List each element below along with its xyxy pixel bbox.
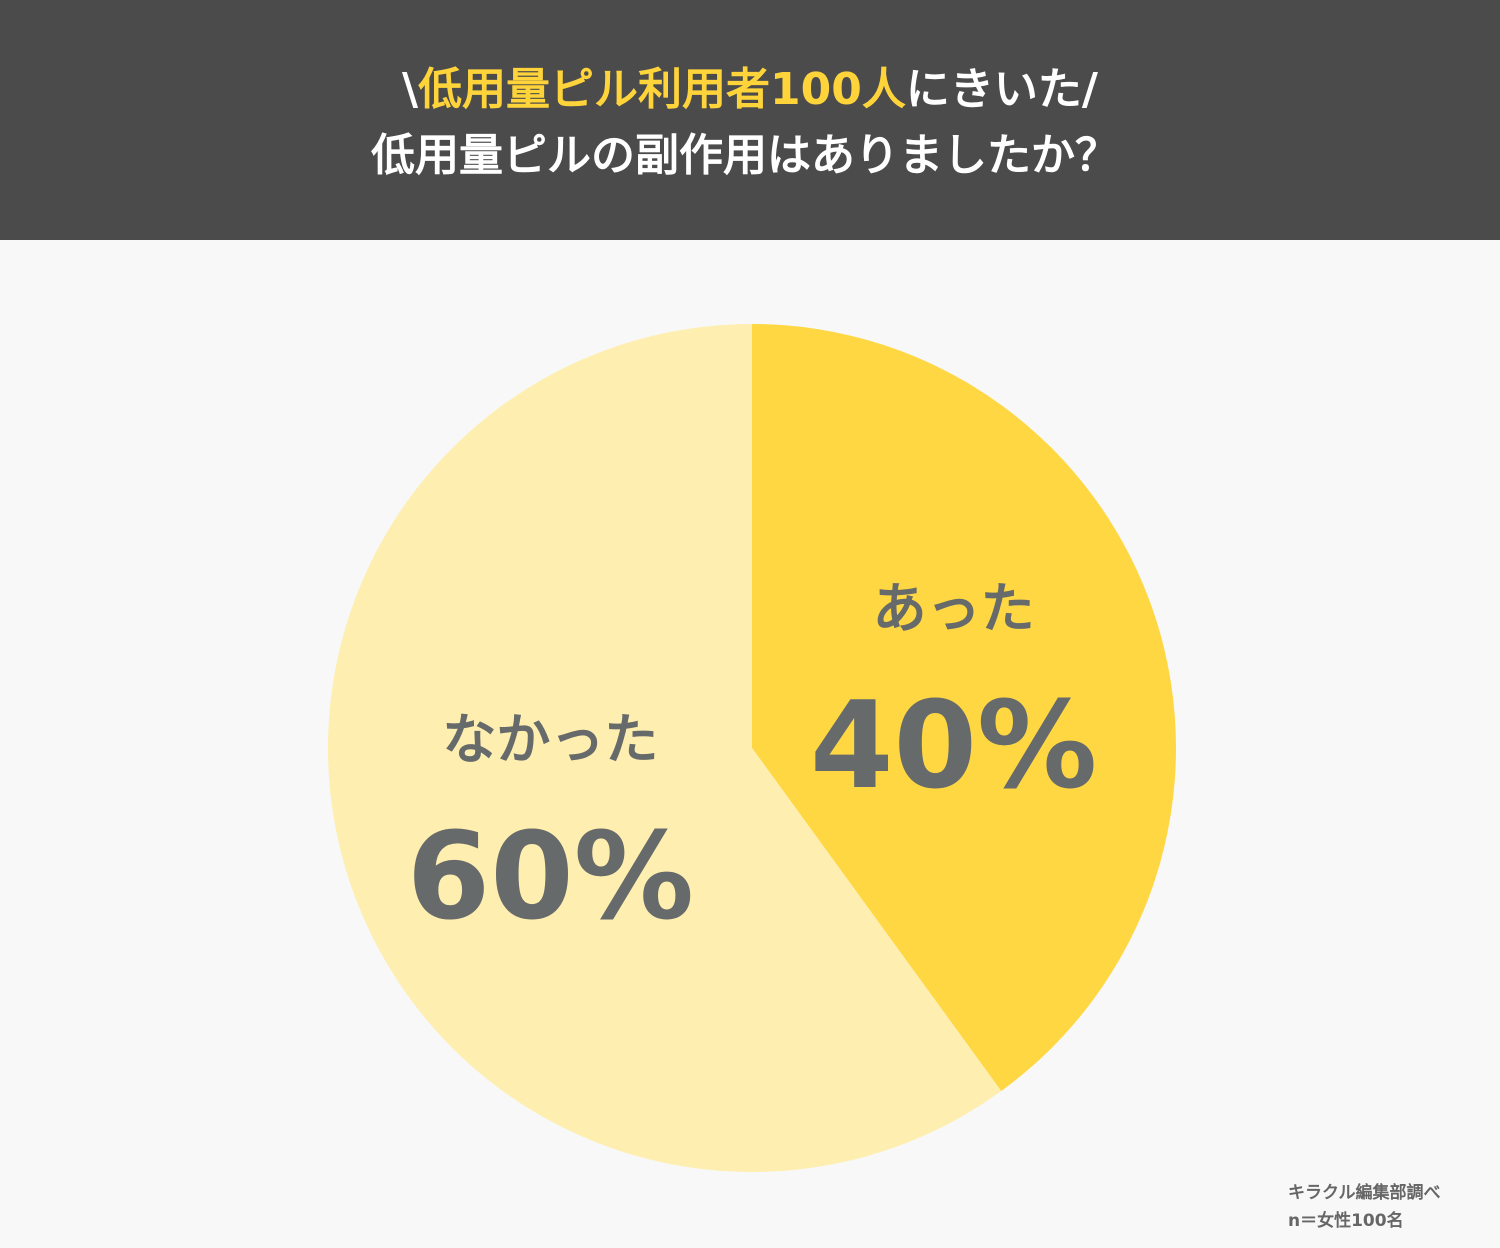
title-part: 低用量ピル利用者100人 [418,64,906,115]
title-part: \ [402,64,419,115]
title-part: にきいた/ [906,64,1099,115]
slice-label: なかった [442,708,658,771]
value-label: 40% [810,677,1097,816]
slice-label: あった [873,577,1035,640]
header-bar [0,0,1500,240]
source-note: キラクル編集部調べ [1288,1182,1441,1203]
pie-slice [327,324,1002,1172]
pie: あった 40% なかった 60% [327,324,1176,1172]
chart-title: \低用量ピル利用者100人にきいた/ [402,64,1099,115]
sample-note: n＝女性100名 [1288,1210,1404,1231]
pie-slice [752,324,1176,1092]
value-label: 60% [407,808,694,947]
chart-subtitle: 低用量ピルの副作用はありましたか？ [371,130,1119,181]
